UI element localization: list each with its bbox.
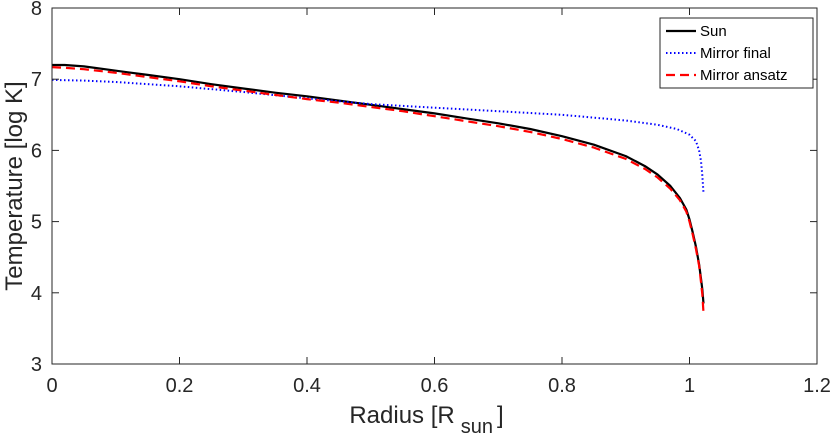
x-tick-label: 0.2 [166,375,194,397]
legend-box [659,17,814,89]
y-tick-label: 7 [31,69,42,91]
series-line-sun [52,63,705,304]
y-tick-label: 8 [31,0,42,20]
x-tick-label: 1 [684,375,695,397]
y-tick-label: 3 [31,354,42,376]
x-tick-label: 0.8 [548,375,576,397]
legend-label-sun: Sun [700,23,727,40]
series-line-mirror-ansatz [51,66,705,313]
y-tick-label: 6 [31,140,42,162]
y-axis-label: Temperature [log K] [1,81,28,290]
y-tick-label: 5 [31,212,42,234]
x-axis-label-subscript: sun [461,416,493,438]
x-axis-label-main: Radius [R [349,402,454,429]
y-tick-label: 4 [31,283,42,305]
x-axis-label: Radius [R sun] [349,402,503,438]
legend: Sun Mirror final Mirror ansatz [659,17,814,89]
x-axis-label-close: ] [497,402,504,429]
x-tick-label: 0 [46,375,57,397]
x-tick-label: 1.2 [803,375,830,397]
tick-layer: 0 0.2 0.4 0.6 0.8 1 1.2 3 4 5 6 7 8 [31,0,830,397]
series-layer [51,63,705,313]
legend-label-mirror-final: Mirror final [700,45,771,62]
legend-label-mirror-ansatz: Mirror ansatz [700,67,788,84]
x-tick-label: 0.6 [421,375,449,397]
x-tick-label: 0.4 [293,375,321,397]
